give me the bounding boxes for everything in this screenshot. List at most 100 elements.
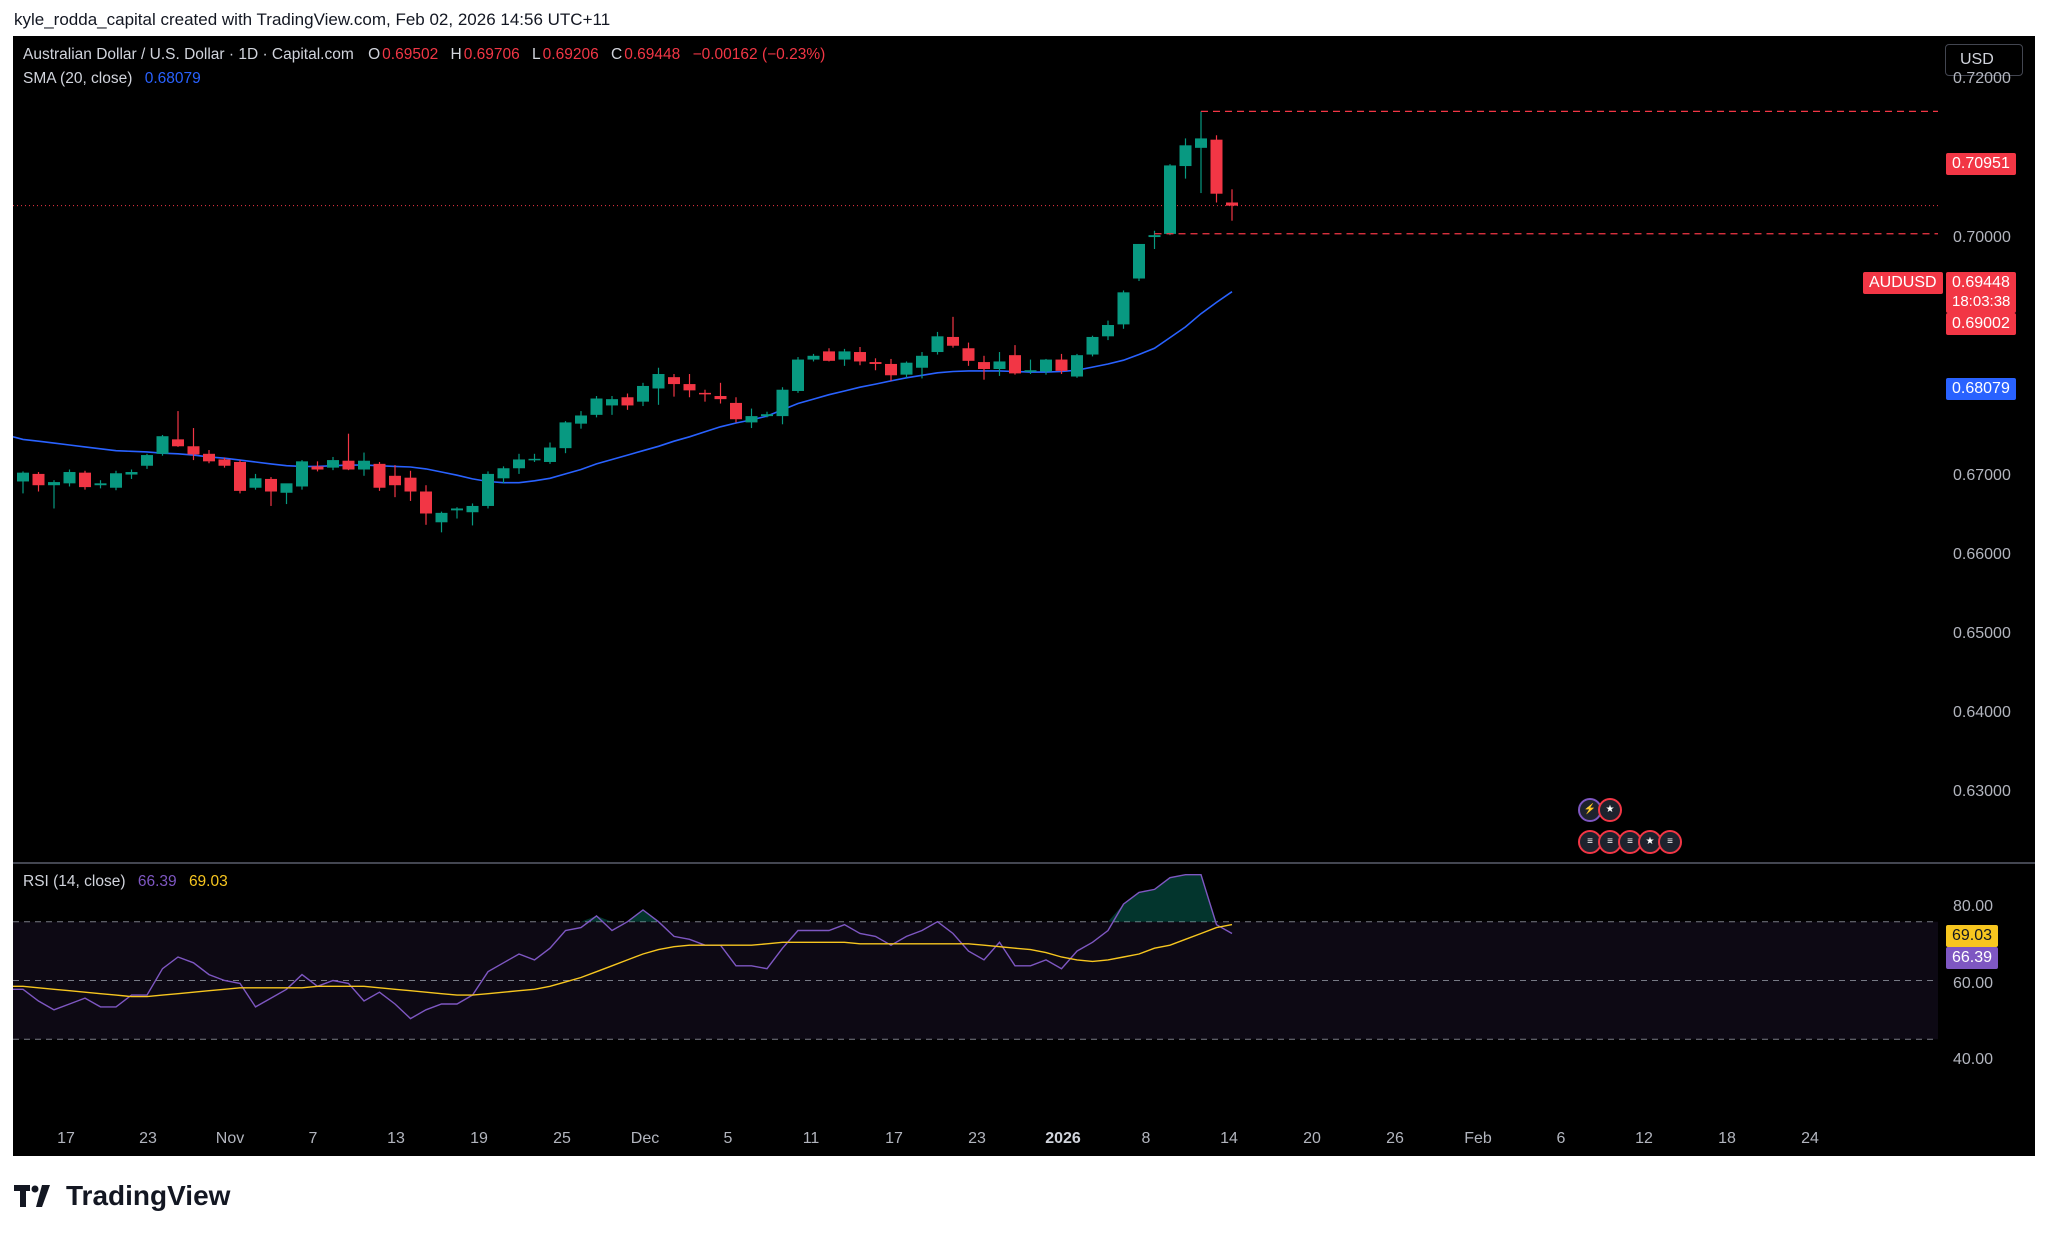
sma-legend[interactable]: SMA (20, close) 0.68079 (23, 70, 203, 88)
candle[interactable] (63, 469, 76, 487)
candle[interactable] (404, 470, 417, 501)
candle[interactable] (1117, 290, 1130, 329)
us-flag-icon[interactable]: ≡ (1658, 830, 1682, 854)
candle[interactable] (823, 348, 835, 362)
chart-panel[interactable]: Australian Dollar / U.S. Dollar · 1D · C… (13, 36, 2035, 1156)
candle[interactable] (373, 461, 386, 491)
candle[interactable] (854, 347, 866, 366)
candle[interactable] (1164, 164, 1176, 236)
candle[interactable] (249, 473, 262, 490)
time-label: 14 (1220, 1130, 1238, 1147)
au-flag-icon[interactable]: ★ (1598, 798, 1622, 822)
candle[interactable] (513, 453, 525, 474)
candle[interactable] (94, 480, 107, 489)
candle-body (404, 477, 417, 492)
candle[interactable] (342, 433, 355, 471)
candle[interactable] (311, 461, 324, 472)
candle[interactable] (156, 434, 169, 456)
candle[interactable] (993, 352, 1006, 376)
rsi-legend[interactable]: RSI (14, close) 66.39 69.03 (23, 873, 230, 891)
candle[interactable] (1133, 243, 1145, 282)
candle[interactable] (900, 361, 913, 378)
candle[interactable] (172, 411, 184, 447)
candle[interactable] (110, 470, 122, 491)
candle[interactable] (435, 511, 448, 533)
symbol-name[interactable]: Australian Dollar / U.S. Dollar · 1D · C… (23, 46, 354, 63)
candle[interactable] (745, 408, 758, 429)
candle[interactable] (590, 396, 603, 418)
candle[interactable] (32, 472, 45, 492)
low-value: 0.69206 (542, 46, 599, 63)
candle[interactable] (637, 382, 649, 407)
candle[interactable] (482, 471, 494, 509)
candle[interactable] (1024, 359, 1037, 375)
candle[interactable] (776, 387, 789, 425)
candle[interactable] (683, 374, 696, 398)
candle[interactable] (1179, 138, 1192, 179)
candle[interactable] (869, 358, 882, 371)
candle-body (342, 460, 355, 470)
chart-canvas[interactable] (13, 36, 2035, 1156)
candle[interactable] (947, 316, 959, 348)
candle[interactable] (761, 411, 773, 418)
candle[interactable] (916, 352, 928, 379)
candle[interactable] (265, 477, 277, 506)
candle[interactable] (296, 460, 308, 490)
candle[interactable] (931, 331, 944, 355)
time-label: 17 (885, 1130, 903, 1147)
change-value: −0.00162 (−0.23%) (692, 46, 826, 63)
candle[interactable] (48, 480, 60, 509)
low-line-tag: 0.69002 (1946, 313, 2016, 335)
candle[interactable] (575, 411, 587, 429)
candle[interactable] (1195, 111, 1207, 194)
candle[interactable] (621, 393, 634, 410)
candle[interactable] (807, 353, 820, 362)
candle[interactable] (466, 503, 479, 526)
candle[interactable] (1086, 335, 1099, 357)
candle-body (1164, 165, 1176, 234)
candle[interactable] (528, 453, 541, 462)
candle-body (94, 483, 107, 486)
candle[interactable] (141, 453, 153, 469)
candle[interactable] (187, 428, 200, 461)
candle[interactable] (79, 470, 91, 490)
candle[interactable] (451, 507, 463, 519)
candle[interactable] (606, 396, 618, 415)
candle[interactable] (885, 358, 897, 381)
candle[interactable] (420, 485, 432, 525)
candle[interactable] (714, 382, 727, 404)
candle[interactable] (1071, 353, 1083, 378)
candle[interactable] (218, 457, 231, 468)
candle[interactable] (730, 397, 742, 423)
time-label: 6 (1556, 1130, 1566, 1147)
candle[interactable] (1040, 358, 1052, 375)
candle[interactable] (203, 450, 215, 464)
candle[interactable] (1226, 189, 1238, 221)
candle[interactable] (962, 342, 975, 366)
candle[interactable] (559, 421, 572, 454)
candle[interactable] (358, 452, 370, 476)
candle[interactable] (1210, 135, 1223, 203)
us-flag-icon[interactable]: ≡ (1598, 830, 1622, 854)
candle[interactable] (544, 442, 556, 464)
candle[interactable] (1009, 345, 1021, 375)
last-price-tag: 0.69448 (1946, 272, 2016, 294)
candle[interactable] (668, 374, 680, 397)
candle[interactable] (327, 456, 339, 471)
time-label: 23 (968, 1130, 986, 1147)
candle[interactable] (17, 471, 29, 494)
candle[interactable] (652, 367, 665, 405)
candle[interactable] (497, 466, 510, 484)
candle[interactable] (978, 355, 990, 380)
candle-body (513, 459, 525, 469)
candle[interactable] (1102, 320, 1114, 341)
currency-button[interactable]: USD (1945, 44, 2023, 76)
candle[interactable] (280, 483, 293, 505)
candle[interactable] (125, 469, 138, 479)
candle[interactable] (838, 348, 851, 366)
candle[interactable] (234, 460, 246, 494)
candle[interactable] (1055, 353, 1068, 375)
candle[interactable] (389, 465, 401, 498)
candle[interactable] (792, 357, 804, 393)
candle[interactable] (699, 389, 711, 402)
